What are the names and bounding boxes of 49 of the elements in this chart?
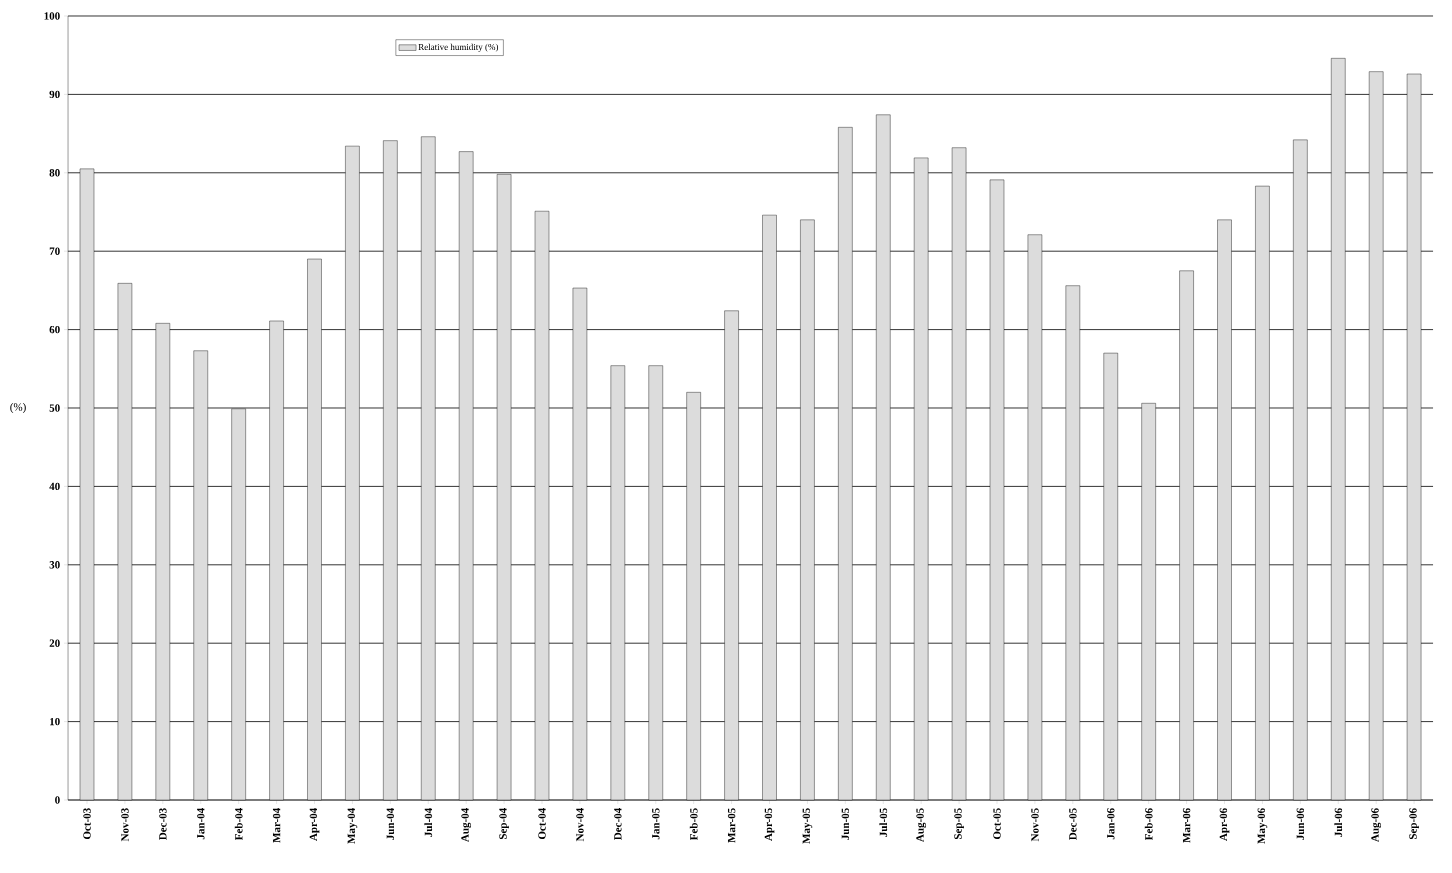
x-tick-label: Dec-03 (159, 808, 167, 841)
x-tick-label: Sep-06 (1409, 808, 1419, 840)
x-tick-label: Oct-04 (538, 808, 546, 840)
x-tick-label: Jun-05 (841, 808, 850, 840)
y-tick-label: 90 (49, 90, 60, 99)
y-axis-title: (%) (10, 403, 26, 413)
x-tick-label: Jan-06 (1107, 808, 1115, 840)
y-tick-label: 80 (49, 169, 60, 177)
x-tick-label: Nov-03 (121, 808, 129, 842)
x-tick-label: Jul-04 (424, 808, 433, 837)
x-tick-label: Jul-05 (879, 808, 888, 837)
x-tick-label: Feb-04 (234, 808, 243, 841)
x-tick-label: Apr-05 (764, 808, 775, 841)
x-tick-label: Oct-03 (83, 808, 91, 840)
x-tick-label: Mar-04 (272, 808, 281, 843)
y-tick-label: 40 (49, 482, 60, 491)
x-tick-label: Aug-05 (916, 808, 927, 842)
x-tick-label: Oct-05 (993, 808, 1001, 840)
y-tick-label: 50 (49, 404, 60, 412)
x-tick-label: Mar-05 (727, 808, 736, 843)
x-tick-label: Nov-04 (576, 808, 584, 842)
x-tick-label: Aug-06 (1371, 808, 1382, 842)
y-tick-label: 30 (49, 561, 60, 569)
y-tick-label: 60 (49, 325, 60, 334)
x-tick-label: Dec-05 (1069, 808, 1077, 841)
y-tick-label: 70 (49, 247, 60, 255)
x-tick-label: Jul-06 (1334, 808, 1343, 837)
x-tick-label: Nov-05 (1031, 808, 1039, 842)
x-tick-label: Aug-04 (461, 808, 472, 842)
y-tick-label: 0 (55, 796, 60, 804)
y-tick-label: 10 (50, 717, 60, 726)
x-tick-label: Feb-05 (689, 808, 698, 841)
x-tick-label: Jan-04 (197, 808, 205, 840)
x-tick-label: May-05 (802, 808, 813, 844)
y-tick-label: 20 (49, 639, 60, 647)
x-tick-label: May-06 (1257, 808, 1268, 844)
x-tick-label: Jan-05 (652, 808, 660, 840)
x-tick-label: Dec-04 (614, 808, 622, 841)
x-tick-label: Mar-06 (1182, 808, 1191, 843)
legend-label: Relative humidity (%) (418, 43, 499, 52)
x-tick-label: Apr-04 (309, 808, 320, 841)
x-tick-label: Jun-04 (386, 808, 395, 840)
y-tick-label: 100 (44, 12, 60, 20)
x-tick-label: May-04 (347, 808, 358, 844)
x-tick-label: Jun-06 (1296, 808, 1305, 840)
x-tick-label: Feb-06 (1144, 808, 1153, 841)
x-tick-label: Sep-05 (954, 808, 964, 840)
x-tick-label: Apr-06 (1219, 808, 1230, 841)
x-tick-label: Sep-04 (499, 808, 509, 840)
